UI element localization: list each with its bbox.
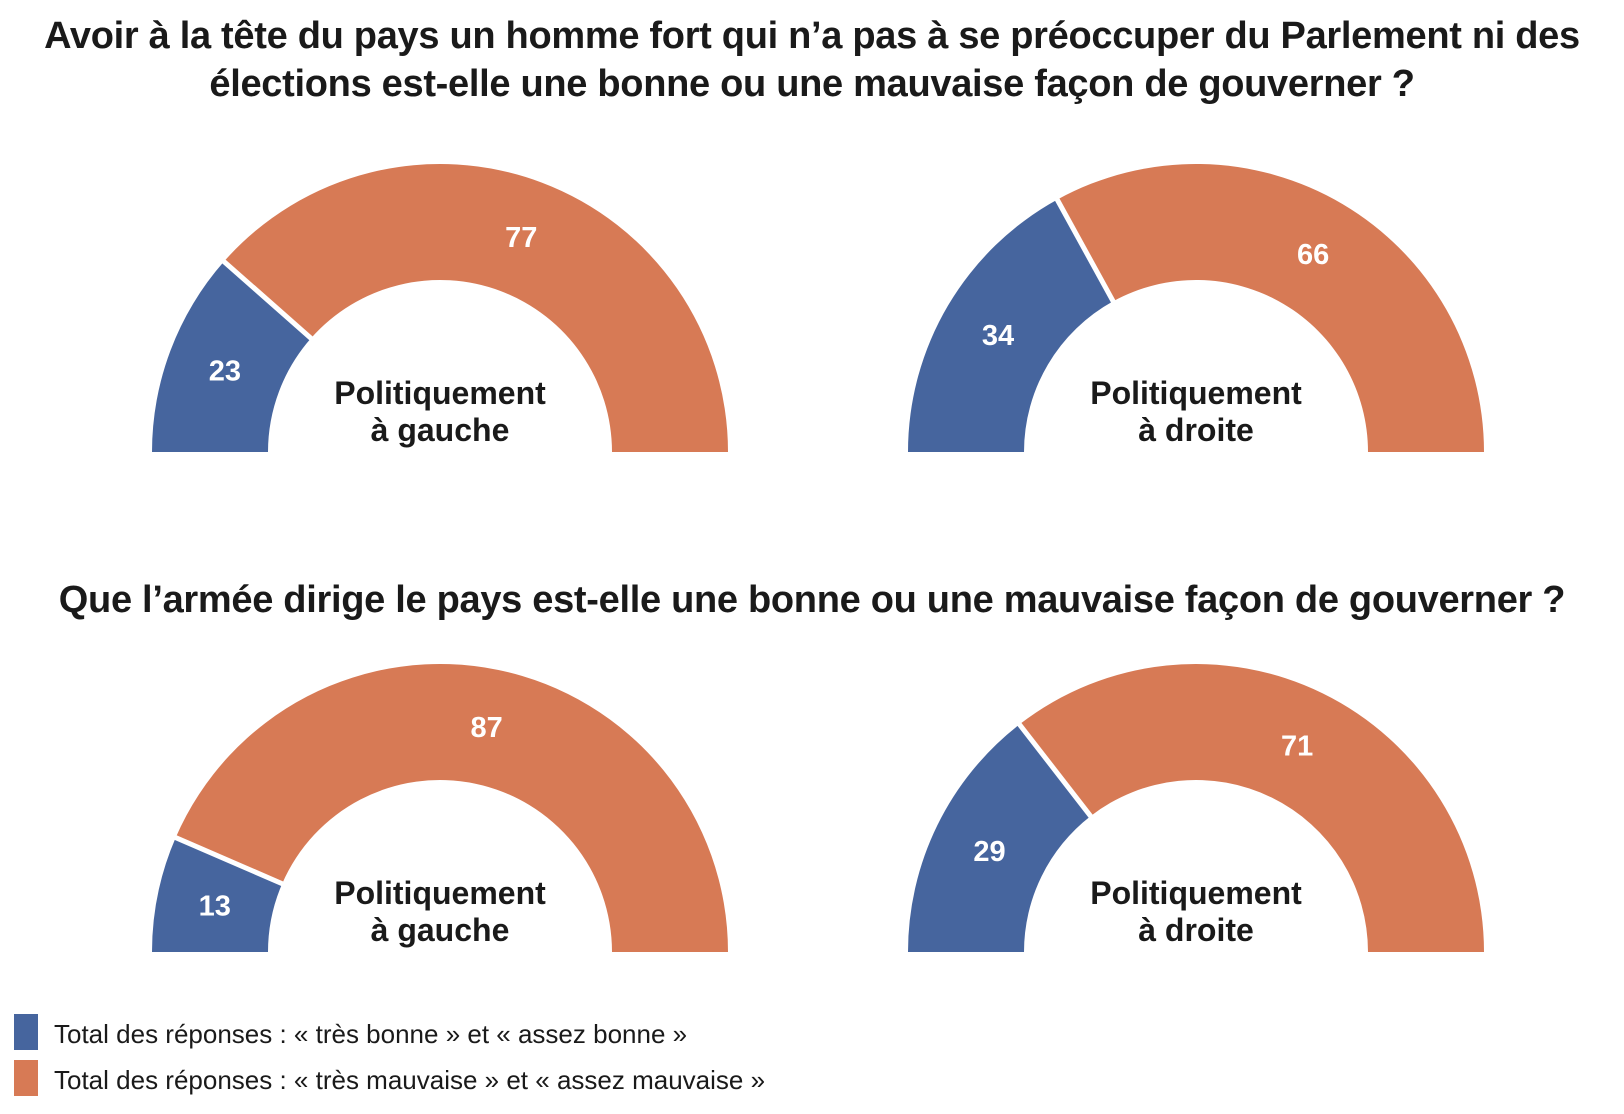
value-label-bad: 77 xyxy=(505,222,537,254)
legend-item-bad: Total des réponses : « très mauvaise » e… xyxy=(14,1060,765,1096)
segment-bad xyxy=(1057,163,1484,452)
legend-label-bad: Total des réponses : « très mauvaise » e… xyxy=(54,1065,766,1095)
group-label-line-2: à gauche xyxy=(371,912,510,948)
segment-separator xyxy=(220,258,315,342)
group-label-line-1: Politiquement xyxy=(1090,875,1302,911)
value-label-bad: 66 xyxy=(1297,239,1329,271)
segment-separator xyxy=(172,834,285,887)
legend-label-good: Total des réponses : « très bonne » et «… xyxy=(54,1019,688,1049)
value-label-good: 34 xyxy=(982,320,1014,352)
group-label-line-1: Politiquement xyxy=(334,875,546,911)
legend-item-good: Total des réponses : « très bonne » et «… xyxy=(14,1014,687,1050)
question-1-title: Avoir à la tête du pays un homme fort qu… xyxy=(44,15,1580,105)
segment-good xyxy=(152,837,283,952)
segment-bad xyxy=(223,164,728,452)
segment-good xyxy=(152,261,311,452)
group-label-line-2: à gauche xyxy=(371,412,510,448)
segment-bad xyxy=(1019,664,1484,952)
group-label-line-2: à droite xyxy=(1138,912,1254,948)
group-label-line-2: à droite xyxy=(1138,412,1254,448)
segment-separator xyxy=(1016,721,1094,820)
legend-swatch-good xyxy=(14,1014,38,1050)
question-2-title: Que l’armée dirige le pays est-elle une … xyxy=(58,579,1566,621)
group-label-line-1: Politiquement xyxy=(334,375,546,411)
segment-good xyxy=(908,724,1091,952)
value-label-good: 29 xyxy=(973,836,1005,868)
value-label-good: 23 xyxy=(209,356,241,388)
segment-bad xyxy=(175,664,729,952)
segment-good xyxy=(908,199,1114,452)
value-label-good: 13 xyxy=(199,890,231,922)
legend-swatch-bad xyxy=(14,1060,38,1096)
value-label-bad: 87 xyxy=(471,712,503,744)
segment-separator xyxy=(1054,196,1117,305)
value-label-bad: 71 xyxy=(1281,730,1313,762)
group-label-line-1: Politiquement xyxy=(1090,375,1302,411)
